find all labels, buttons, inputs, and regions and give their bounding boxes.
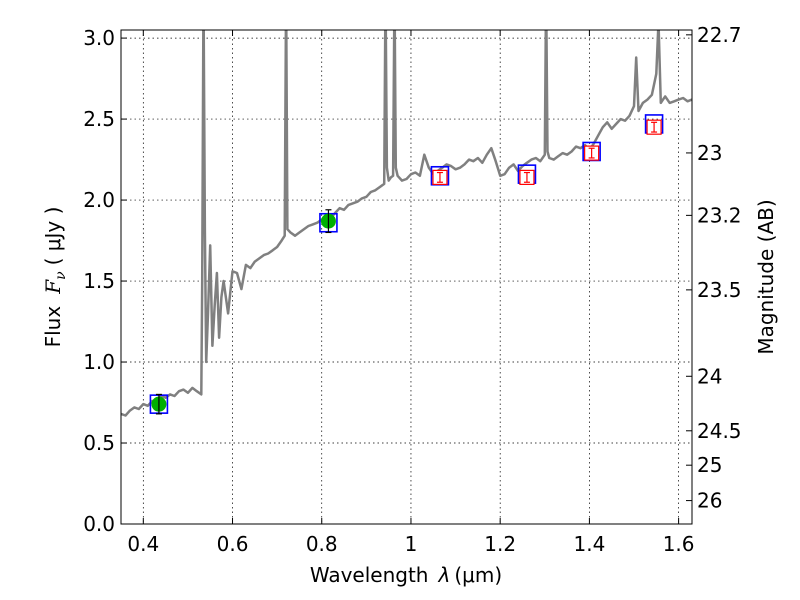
x-tick-label: 0.6 bbox=[217, 532, 249, 556]
mag-tick-label: 22.7 bbox=[697, 23, 742, 47]
plot-background bbox=[121, 30, 692, 524]
y-tick-label: 0.5 bbox=[83, 431, 115, 455]
mag-tick-label: 24.5 bbox=[697, 419, 742, 443]
x-tick-label: 0.4 bbox=[127, 532, 159, 556]
y-tick-label: 2.0 bbox=[83, 188, 115, 212]
plot-frame bbox=[120, 29, 693, 525]
y-tick-label: 0.0 bbox=[83, 512, 115, 536]
x-tick-label: 1.6 bbox=[663, 532, 695, 556]
mag-tick-label: 23.5 bbox=[697, 278, 742, 302]
data-layer bbox=[121, 30, 692, 417]
mag-tick-label: 23.2 bbox=[697, 203, 742, 227]
mag-tick-label: 23 bbox=[697, 141, 722, 165]
x-tick-label: 1.2 bbox=[484, 532, 516, 556]
spectrum-line bbox=[121, 30, 692, 417]
mag-tick-label: 24 bbox=[697, 364, 722, 388]
x-tick-label: 0.8 bbox=[306, 532, 338, 556]
mag-tick-label: 25 bbox=[697, 453, 722, 477]
y-tick-label: 3.0 bbox=[83, 26, 115, 50]
ticks: 0.4 0.6 0.8 1 1.2 1.4 1.6 0.0 0.5 1.0 1.5 2.0 2.5 3.0… bbox=[83, 23, 741, 556]
mag-tick-label: 26 bbox=[697, 489, 722, 513]
x-tick-label: 1 bbox=[405, 532, 418, 556]
y-axis-label: FluxFν( μJy ) bbox=[41, 207, 69, 348]
y-tick-label: 1.0 bbox=[83, 350, 115, 374]
x-axis-label: Wavelength λ (μm) bbox=[310, 563, 502, 587]
y-tick-label: 2.5 bbox=[83, 107, 115, 131]
y2-axis-label: Magnitude (AB) bbox=[754, 199, 778, 354]
y-tick-label: 1.5 bbox=[83, 269, 115, 293]
x-tick-label: 1.4 bbox=[573, 532, 605, 556]
